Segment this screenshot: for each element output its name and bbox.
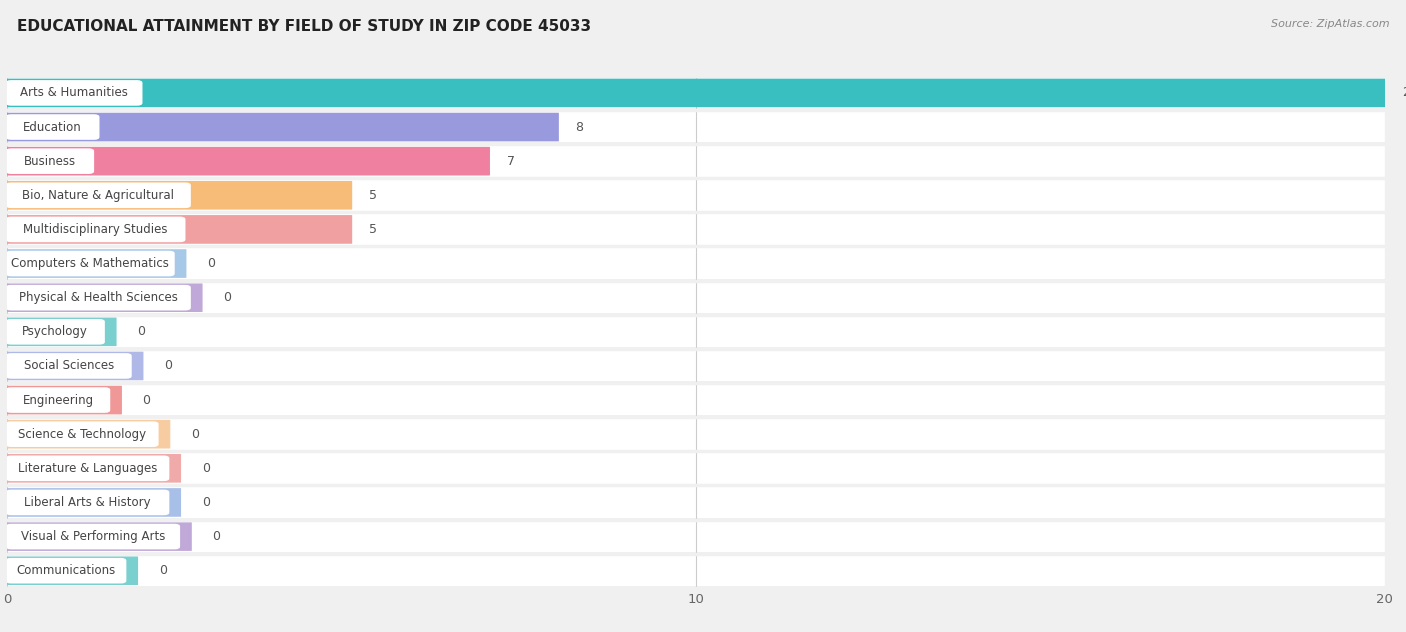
FancyBboxPatch shape [7,78,1385,108]
FancyBboxPatch shape [7,386,122,415]
Text: 0: 0 [142,394,150,406]
Text: 0: 0 [138,325,145,338]
Text: 0: 0 [201,462,209,475]
Text: Business: Business [24,155,76,167]
Text: 20: 20 [1402,87,1406,99]
Text: 5: 5 [368,189,377,202]
Text: Communications: Communications [17,564,115,577]
FancyBboxPatch shape [7,283,1385,313]
FancyBboxPatch shape [7,419,1385,449]
FancyBboxPatch shape [7,249,187,278]
FancyBboxPatch shape [7,214,1385,245]
Text: Psychology: Psychology [22,325,89,338]
FancyBboxPatch shape [7,522,191,551]
FancyBboxPatch shape [6,251,174,276]
FancyBboxPatch shape [6,285,191,310]
Text: Arts & Humanities: Arts & Humanities [20,87,128,99]
FancyBboxPatch shape [7,487,1385,518]
FancyBboxPatch shape [7,181,351,210]
Text: Liberal Arts & History: Liberal Arts & History [24,496,150,509]
FancyBboxPatch shape [6,217,186,242]
FancyBboxPatch shape [6,114,100,140]
FancyBboxPatch shape [7,112,558,142]
FancyBboxPatch shape [7,556,1385,586]
FancyBboxPatch shape [7,317,117,346]
Text: Social Sciences: Social Sciences [24,360,114,372]
FancyBboxPatch shape [7,78,1385,107]
FancyBboxPatch shape [6,456,169,481]
Text: 0: 0 [191,428,200,441]
FancyBboxPatch shape [7,248,1385,279]
FancyBboxPatch shape [6,387,110,413]
Text: Visual & Performing Arts: Visual & Performing Arts [21,530,165,543]
FancyBboxPatch shape [7,420,170,449]
Text: 5: 5 [368,223,377,236]
Text: EDUCATIONAL ATTAINMENT BY FIELD OF STUDY IN ZIP CODE 45033: EDUCATIONAL ATTAINMENT BY FIELD OF STUDY… [17,19,591,34]
Text: Education: Education [22,121,82,133]
Text: Science & Technology: Science & Technology [18,428,146,441]
Text: 8: 8 [575,121,583,133]
FancyBboxPatch shape [6,80,142,106]
Text: 0: 0 [159,564,167,577]
FancyBboxPatch shape [6,490,169,515]
FancyBboxPatch shape [7,454,181,483]
FancyBboxPatch shape [7,317,1385,347]
FancyBboxPatch shape [6,183,191,208]
Text: Literature & Languages: Literature & Languages [18,462,157,475]
FancyBboxPatch shape [6,149,94,174]
FancyBboxPatch shape [7,215,351,244]
FancyBboxPatch shape [7,147,489,176]
Text: Engineering: Engineering [22,394,94,406]
Text: Source: ZipAtlas.com: Source: ZipAtlas.com [1271,19,1389,29]
Text: Bio, Nature & Agricultural: Bio, Nature & Agricultural [22,189,174,202]
Text: Physical & Health Sciences: Physical & Health Sciences [18,291,177,304]
FancyBboxPatch shape [6,319,105,344]
FancyBboxPatch shape [7,385,1385,415]
Text: 0: 0 [201,496,209,509]
Text: Computers & Mathematics: Computers & Mathematics [11,257,169,270]
FancyBboxPatch shape [6,353,132,379]
FancyBboxPatch shape [7,488,181,517]
Text: 0: 0 [207,257,215,270]
FancyBboxPatch shape [7,351,143,380]
Text: 0: 0 [165,360,172,372]
Text: Multidisciplinary Studies: Multidisciplinary Studies [24,223,167,236]
FancyBboxPatch shape [7,453,1385,483]
FancyBboxPatch shape [7,556,138,585]
FancyBboxPatch shape [6,524,180,549]
FancyBboxPatch shape [7,180,1385,210]
Text: 0: 0 [224,291,231,304]
FancyBboxPatch shape [6,422,159,447]
Text: 7: 7 [506,155,515,167]
FancyBboxPatch shape [7,112,1385,142]
FancyBboxPatch shape [7,351,1385,381]
FancyBboxPatch shape [7,283,202,312]
FancyBboxPatch shape [6,558,127,583]
Text: 0: 0 [212,530,221,543]
FancyBboxPatch shape [7,521,1385,552]
FancyBboxPatch shape [7,146,1385,176]
